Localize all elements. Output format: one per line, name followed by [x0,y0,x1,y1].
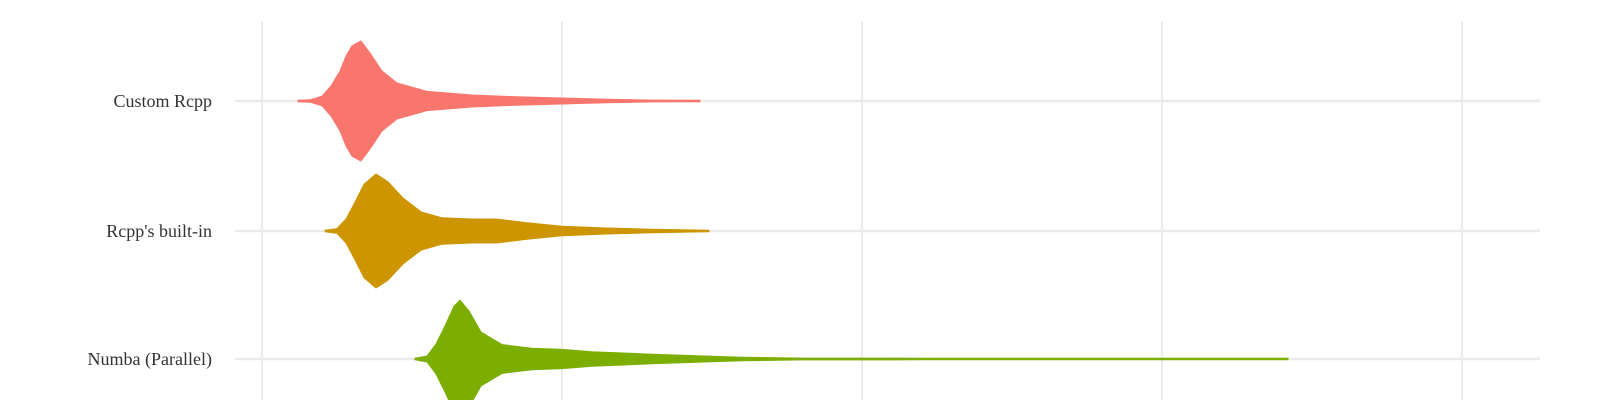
violin-2 [414,299,1289,400]
category-label-0: Custom Rcpp [113,91,212,111]
violin-0 [297,40,701,162]
violins [297,40,1289,400]
category-label-1: Rcpp's built-in [106,221,212,241]
category-labels: Custom Rcpp Rcpp's built-in Numba (Paralle… [88,91,212,370]
gridlines [235,22,1540,400]
violin-1 [324,173,710,289]
category-label-2: Numba (Parallel) [88,349,212,370]
